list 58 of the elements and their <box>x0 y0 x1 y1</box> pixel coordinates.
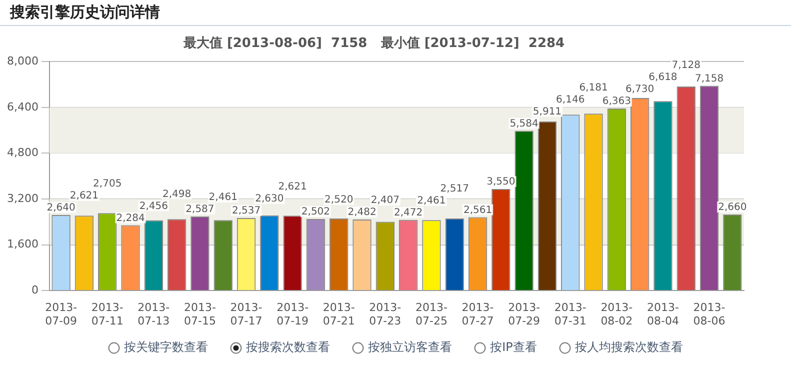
data-label: 2,502 <box>301 206 330 218</box>
chart-subtitle: 最大值 [2013-08-06] 7158 最小值 [2013-07-12] 2284 <box>182 36 565 52</box>
data-label: 2,537 <box>232 206 261 217</box>
x-tick-label: 2013-07-11 <box>91 301 124 328</box>
y-tick-label: 6,400 <box>6 100 38 114</box>
data-label: 2,621 <box>278 182 307 193</box>
y-tick-label: 4,800 <box>6 146 38 160</box>
text: 按搜索次数查看 <box>246 339 330 356</box>
x-tick-label: 2013-07-21 <box>322 301 355 328</box>
x-tick-label: 2013-08-04 <box>646 301 679 328</box>
data-label: 2,284 <box>116 212 145 224</box>
data-label: 2,705 <box>93 178 122 190</box>
x-tick-label: 2013-07-15 <box>184 301 216 328</box>
chart-title: 搜索引擎历史访问详情 <box>0 0 791 26</box>
data-label: 3,550 <box>486 176 516 188</box>
data-label: 2,640 <box>46 202 76 214</box>
data-label: 2,520 <box>324 194 354 206</box>
data-label: 2,517 <box>440 183 469 194</box>
data-label: 6,181 <box>579 82 608 94</box>
data-label: 5,584 <box>510 118 538 130</box>
data-label: 2,660 <box>718 202 747 214</box>
x-tick-label: 2013-07-17 <box>230 301 262 328</box>
x-tick-label: 2013-07-19 <box>276 301 309 328</box>
x-tick-label: 2013-07-31 <box>554 301 586 328</box>
data-label: 2,472 <box>394 207 423 218</box>
data-label: 2,456 <box>139 200 168 212</box>
text: 按人均搜索次数查看 <box>574 339 683 356</box>
x-tick-label: 2013-07-27 <box>462 301 494 328</box>
x-tick-label: 2013-08-02 <box>600 301 633 328</box>
data-label: 6,146 <box>556 94 585 106</box>
data-label: 2,498 <box>162 188 192 200</box>
y-tick-label: 8,000 <box>6 54 38 68</box>
data-label: 2,621 <box>70 190 99 202</box>
x-tick-label: 2013-07-13 <box>138 301 170 328</box>
data-label: 5,911 <box>532 106 562 118</box>
data-label: 6,363 <box>602 96 631 108</box>
text: 按独立访客查看 <box>368 339 452 356</box>
y-tick-label: 0 <box>31 283 38 296</box>
x-tick-label: 2013-07-23 <box>369 301 402 328</box>
data-label: 2,630 <box>255 194 284 205</box>
data-label: 6,730 <box>626 84 654 96</box>
data-label: 2,561 <box>463 204 492 216</box>
x-tick-label: 2013-07-25 <box>415 301 448 328</box>
y-tick-label: 1,600 <box>6 238 38 251</box>
data-label: 2,482 <box>348 207 376 218</box>
text: 按关键字数查看 <box>124 339 208 356</box>
data-label: 6,618 <box>648 72 678 84</box>
data-label: 2,407 <box>370 195 400 206</box>
data-label: 7,128 <box>672 60 700 72</box>
data-label: 2,587 <box>186 204 214 216</box>
x-tick-label: 2013-08-06 <box>693 301 726 328</box>
data-label: 7,158 <box>694 73 724 84</box>
x-tick-label: 2013-07-09 <box>45 301 78 328</box>
data-label: 2,461 <box>417 195 446 206</box>
text: 按IP查看 <box>490 339 537 356</box>
x-tick-label: 2013-07-29 <box>508 301 540 328</box>
data-label: 2,461 <box>208 192 238 204</box>
y-tick-label: 3,200 <box>6 192 38 205</box>
